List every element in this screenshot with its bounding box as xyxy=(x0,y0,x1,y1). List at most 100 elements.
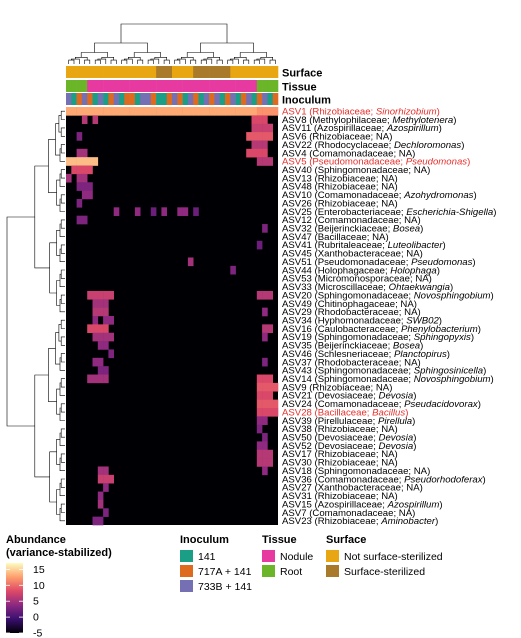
heatmap-cell xyxy=(129,107,136,116)
row-label: ASV50 (Devosiaceae; Devosia) xyxy=(282,433,416,444)
dendrogram-branch xyxy=(55,332,60,365)
annotation-cell-tissue xyxy=(66,80,72,92)
row-label: ASV15 (Azospirillaceae; Azospirillum) xyxy=(282,499,443,510)
dendrogram-branch xyxy=(60,144,65,154)
annotation-cell-tissue xyxy=(246,80,252,92)
dendrogram-branch xyxy=(84,59,91,64)
heatmap-cell xyxy=(262,433,268,442)
heatmap-cell xyxy=(103,341,109,350)
row-label: ASV7 (Comamonadaceae; NA) xyxy=(282,508,415,519)
heatmap-cell xyxy=(92,299,99,308)
dendrogram-branch xyxy=(60,269,65,279)
dendrogram-branch xyxy=(56,439,60,465)
dendrogram-branch xyxy=(59,248,65,262)
row-label: ASV26 (Rhizobiaceae; NA) xyxy=(282,198,398,209)
annotation-cell-inoculum xyxy=(262,93,268,105)
row-label: ASV13 (Rhizobiaceae; NA) xyxy=(282,173,398,184)
dendrogram-branch xyxy=(190,59,197,64)
dendrogram-branch xyxy=(49,242,57,294)
annotation-cell-inoculum xyxy=(251,93,258,105)
heatmap-cell xyxy=(267,458,273,467)
annotation-cell-tissue xyxy=(187,80,194,92)
annotation-cell-tissue xyxy=(177,80,183,92)
heatmap-cell xyxy=(97,374,104,384)
heatmap-cell xyxy=(256,399,263,409)
heatmap-cell xyxy=(81,215,88,225)
colorbar-tick-label: 10 xyxy=(33,580,45,592)
annotation-cell-surface xyxy=(256,66,263,78)
row-label: ASV44 (Holophagaceae; Holophaga) xyxy=(282,265,440,276)
annotation-cell-inoculum xyxy=(230,93,236,105)
row-label: ASV22 (Rhodocyclaceae; Dechloromonas) xyxy=(282,140,464,151)
annotation-cell-inoculum xyxy=(182,93,189,105)
row-label: ASV25 (Enterobacteriaceae; Escherichia-S… xyxy=(282,207,496,218)
annotation-cell-inoculum xyxy=(134,93,141,105)
annotation-cell-tissue xyxy=(166,80,173,92)
row-label: ASV53 (Micromonosporaceae; NA) xyxy=(282,274,432,285)
dendrogram-branch xyxy=(60,127,65,137)
annotation-cell-surface xyxy=(198,66,205,78)
heatmap-cell xyxy=(97,307,104,317)
heatmap-cell xyxy=(272,382,279,392)
annotation-cell-surface xyxy=(113,66,120,78)
heatmap-cell xyxy=(262,449,268,459)
heatmap-cell xyxy=(87,165,93,175)
annotation-cell-surface xyxy=(272,66,279,78)
heatmap-cell xyxy=(262,458,268,467)
row-label: ASV39 (Pirellulaceae; Pirellula) xyxy=(282,416,415,427)
dendrogram-branch xyxy=(181,57,194,61)
dendrogram-branch xyxy=(60,403,65,413)
dendrogram-branch xyxy=(253,59,260,64)
legend-title-abundance-sub: (variance-stabilized) xyxy=(6,547,112,559)
dendrogram-branch xyxy=(59,173,65,187)
row-label: ASV32 (Beijerinckiaceae; Bosea) xyxy=(282,224,423,235)
heatmap-cell xyxy=(256,240,263,250)
heatmap-cell xyxy=(267,407,273,417)
heatmap-cell xyxy=(225,107,231,116)
legend-label-tissue: Nodule xyxy=(280,551,313,563)
dendrogram-branch xyxy=(60,503,65,513)
legend-swatch-surface xyxy=(326,550,339,562)
heatmap-cell xyxy=(198,107,205,116)
heatmap-cell xyxy=(256,424,263,434)
annotation-cell-inoculum xyxy=(203,93,210,105)
dendrogram-branch xyxy=(94,42,148,53)
row-label: ASV10 (Comamonadaceae; Azohydromonas) xyxy=(282,190,477,201)
dendrogram-branch xyxy=(243,59,250,64)
heatmap-cell xyxy=(262,115,268,125)
row-label: ASV45 (Xanthobacteraceae; NA) xyxy=(282,249,423,260)
annotation-cell-inoculum xyxy=(66,93,72,105)
heatmap-cell xyxy=(235,107,242,116)
heatmap-cell xyxy=(92,307,99,317)
annotation-cell-surface xyxy=(71,66,77,78)
dendrogram-branch xyxy=(234,57,247,61)
heatmap-cell xyxy=(161,207,167,216)
annotation-cell-tissue xyxy=(81,80,88,92)
annotation-cell-tissue xyxy=(225,80,231,92)
annotation-cell-inoculum xyxy=(97,93,104,105)
heatmap-cell xyxy=(97,332,104,342)
heatmap-cell xyxy=(71,107,77,116)
annotation-cell-surface xyxy=(172,66,178,78)
row-label: ASV19 (Sphingomonadaceae; Sphingopyxis) xyxy=(282,332,474,343)
heatmap-cell xyxy=(262,307,268,317)
annotation-cell-surface xyxy=(145,66,152,78)
annotation-cell-inoculum xyxy=(124,93,130,105)
heatmap-cell xyxy=(272,107,279,116)
annotation-cell-surface xyxy=(235,66,242,78)
annotation-cell-surface xyxy=(262,66,268,78)
heatmap-cell xyxy=(214,107,220,116)
annotation-cell-tissue xyxy=(193,80,199,92)
dendrogram-branch xyxy=(137,59,144,64)
annotation-cell-tissue xyxy=(134,80,141,92)
dendrogram-branch xyxy=(154,57,167,61)
heatmap-cell xyxy=(103,299,109,308)
abundance-colorbar xyxy=(6,563,23,633)
heatmap-cell xyxy=(103,316,109,325)
annotation-cell-tissue xyxy=(113,80,120,92)
annotation-cell-surface xyxy=(97,66,104,78)
heatmap-cell xyxy=(262,466,268,476)
heatmap-cell xyxy=(256,391,263,400)
heatmap-cell xyxy=(108,290,114,300)
